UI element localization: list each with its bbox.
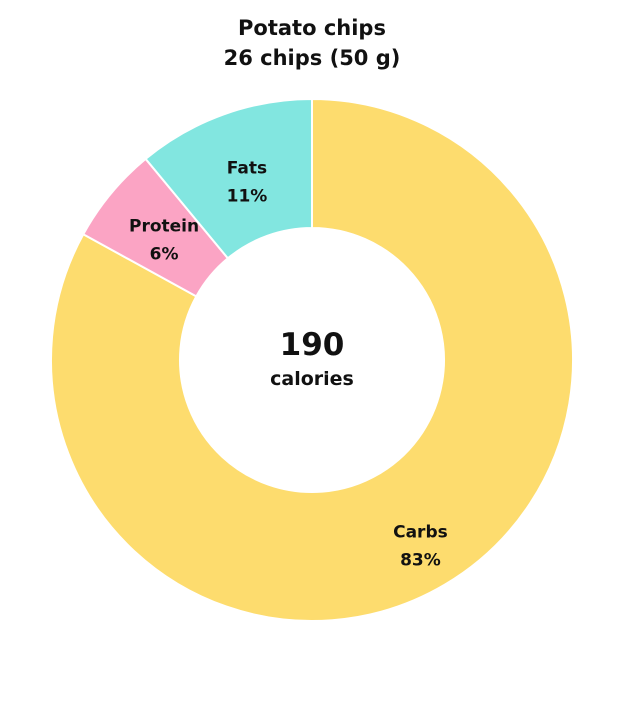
chart-title: Potato chips: [238, 16, 386, 40]
slice-percent-fats: 11%: [227, 186, 268, 206]
slice-percent-protein: 6%: [150, 245, 179, 265]
center-calories-value: 190: [280, 327, 345, 363]
slice-label-protein: Protein: [129, 217, 199, 237]
slice-fats: [144, 97, 313, 260]
center-calories-unit: calories: [270, 368, 354, 390]
slice-label-fats: Fats: [227, 158, 267, 178]
slice-carbs: [50, 97, 574, 622]
slice-label-carbs: Carbs: [393, 522, 448, 542]
chart-subtitle: 26 chips (50 g): [223, 46, 401, 70]
slice-percent-carbs: 83%: [400, 550, 441, 570]
